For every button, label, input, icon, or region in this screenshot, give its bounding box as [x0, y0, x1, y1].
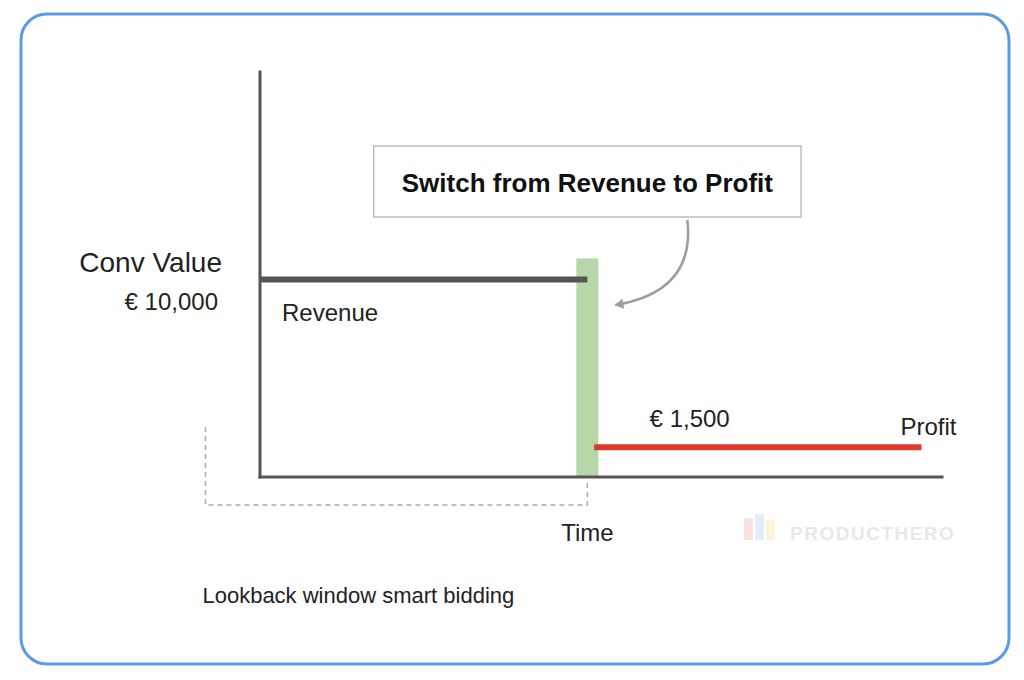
- series-label: Profit: [901, 413, 957, 440]
- watermark-logo: [755, 514, 764, 540]
- y-tick-label: € 10,000: [125, 288, 218, 315]
- y-axis-label: Conv Value: [79, 247, 222, 278]
- series-group: [260, 279, 922, 447]
- switch-band: [576, 258, 598, 477]
- value-annotation: € 1,500: [650, 405, 730, 432]
- series-line: [594, 444, 921, 450]
- lookback-label: Lookback window smart bidding: [202, 583, 514, 608]
- callout-arrow: [615, 220, 688, 305]
- switch-callout: Switch from Revenue to Profit: [374, 146, 801, 217]
- chart-canvas: Lookback window smart bidding Conv Value €…: [0, 0, 1024, 680]
- watermark: PRODUCTHERO: [744, 514, 955, 544]
- watermark-text: PRODUCTHERO: [790, 523, 955, 544]
- watermark-logo: [744, 518, 753, 540]
- y-axis-line: [259, 72, 262, 477]
- callout-text: Switch from Revenue to Profit: [402, 168, 774, 198]
- card-frame: [21, 14, 1009, 664]
- x-axis-line: [260, 476, 942, 479]
- series-label: Revenue: [282, 299, 378, 326]
- watermark-logo: [766, 520, 775, 540]
- series-line: [260, 276, 587, 282]
- x-axis-label: Time: [561, 519, 613, 546]
- callout-box: [374, 146, 801, 217]
- lookback-bracket: [205, 427, 587, 505]
